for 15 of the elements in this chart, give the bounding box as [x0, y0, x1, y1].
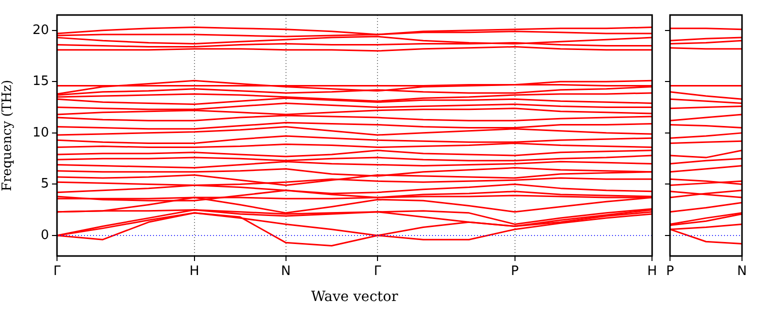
x-tick-label: H [647, 264, 658, 280]
x-tick-label: N [281, 264, 291, 280]
x-tick-label: H [189, 264, 200, 280]
y-axis-title: Frequency (THz) [0, 80, 16, 192]
x-tick-label: P [510, 264, 519, 280]
x-axis-title: Wave vector [311, 289, 398, 306]
y-tick-label: 15 [32, 74, 49, 90]
y-tick-label: 0 [40, 228, 49, 243]
x-tick-label: Γ [53, 264, 62, 280]
x-tick-label: P [666, 264, 674, 280]
x-tick-label: N [737, 264, 747, 280]
y-tick-label: 5 [40, 176, 49, 192]
y-tick-label: 10 [32, 125, 49, 140]
x-tick-label: Γ [374, 264, 382, 280]
y-tick-label: 20 [32, 22, 49, 38]
